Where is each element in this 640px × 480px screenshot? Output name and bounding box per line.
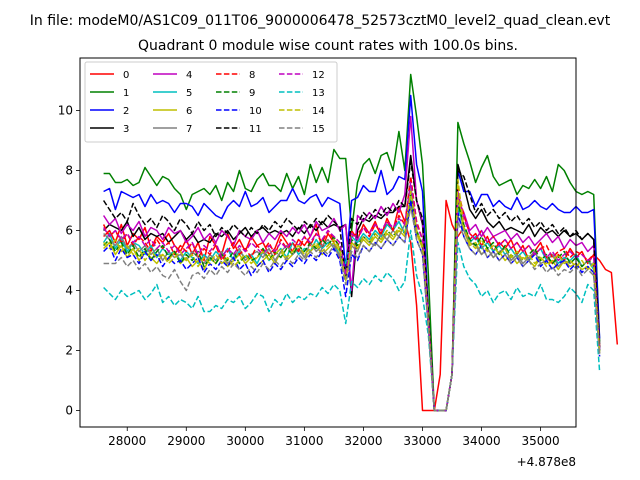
legend-label-4: 4 xyxy=(186,70,192,81)
legend-label-9: 9 xyxy=(249,88,255,99)
series-line-11 xyxy=(102,160,601,412)
y-tick-label: 8 xyxy=(65,164,73,178)
series-line-4 xyxy=(102,115,601,412)
x-tick-label: 28000 xyxy=(108,434,146,448)
x-axis-offset-label: +4.878e8 xyxy=(517,455,576,469)
legend-label-12: 12 xyxy=(312,70,325,81)
y-tick-label: 6 xyxy=(65,224,73,238)
series-line-12 xyxy=(102,181,601,412)
legend-label-7: 7 xyxy=(186,124,192,135)
y-tick-label: 4 xyxy=(65,284,73,298)
y-tick-label: 0 xyxy=(65,404,73,418)
legend-frame xyxy=(84,61,338,143)
series-line-2 xyxy=(103,94,601,412)
series-layer xyxy=(102,73,619,412)
legend-label-3: 3 xyxy=(123,124,129,135)
chart-title: Quadrant 0 module wise count rates with … xyxy=(138,38,518,54)
x-tick-label: 31000 xyxy=(285,434,323,448)
y-tick-label: 10 xyxy=(58,104,73,118)
legend-label-0: 0 xyxy=(123,70,129,81)
x-tick-label: 32000 xyxy=(344,434,382,448)
x-tick-label: 34000 xyxy=(462,434,500,448)
x-tick-label: 29000 xyxy=(167,434,205,448)
series-line-3 xyxy=(103,154,601,412)
legend-label-1: 1 xyxy=(123,88,129,99)
series-line-14 xyxy=(103,178,601,412)
legend-label-13: 13 xyxy=(312,88,325,99)
series-line-1 xyxy=(103,73,601,412)
y-axis: 0 2 4 6 8 10 xyxy=(58,104,80,418)
x-tick-label: 35000 xyxy=(521,434,559,448)
series-line-15 xyxy=(103,205,601,412)
axes-frame xyxy=(79,57,577,428)
legend-label-10: 10 xyxy=(249,106,262,117)
legend-label-5: 5 xyxy=(186,88,192,99)
x-axis: 28000 29000 30000 31000 32000 33000 34000 35000 xyxy=(108,427,560,448)
legend-label-11: 11 xyxy=(249,124,262,135)
legend-label-2: 2 xyxy=(123,106,129,117)
legend-label-8: 8 xyxy=(249,70,255,81)
y-tick-label: 2 xyxy=(65,344,73,358)
legend-label-15: 15 xyxy=(312,124,325,135)
figure-suptitle: In file: modeM0/AS1C09_011T06_9000006478… xyxy=(30,13,611,29)
legend-label-6: 6 xyxy=(186,106,192,117)
x-tick-label: 30000 xyxy=(226,434,264,448)
series-line-13 xyxy=(103,229,601,412)
x-tick-label: 33000 xyxy=(403,434,441,448)
legend-label-14: 14 xyxy=(312,106,325,117)
